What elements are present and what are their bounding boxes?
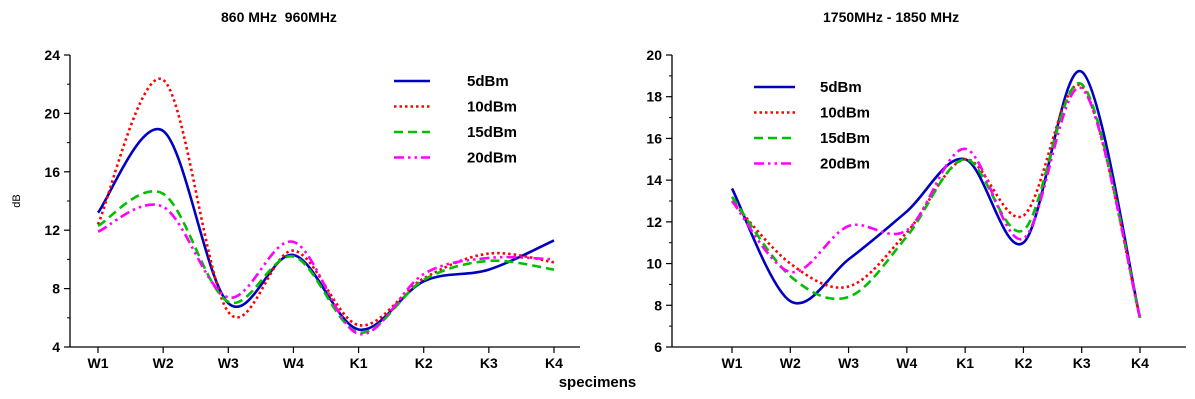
chart-1-860-960mhz: 4 8 12 16 20 24 W1 W2 W3 W4 K1 K2 K3 K4 dB 5dBm 10dBm 15d… (11, 47, 580, 371)
legend-label-20dbm: 20dBm (820, 156, 870, 173)
series-line-20dbm (97, 203, 555, 336)
legend-label-10dbm: 10dBm (467, 99, 517, 116)
y-tick-label: 6 (654, 339, 662, 355)
x-tick-label: K1 (956, 355, 974, 371)
x-tick-label: W2 (153, 355, 174, 371)
chart-2-title: 1750MHz - 1850 MHz (823, 9, 960, 25)
y-tick-label: 12 (646, 214, 662, 230)
y-tick-label: 20 (646, 47, 662, 63)
series-line-20dbm (730, 86, 1142, 319)
x-tick-label: W2 (780, 355, 801, 371)
x-tick-label: K2 (415, 355, 433, 371)
series-line-5dbm (730, 70, 1142, 319)
legend-label-15dbm: 15dBm (467, 124, 517, 141)
x-tick-label: W1 (722, 355, 743, 371)
x-tick-label: K3 (480, 355, 498, 371)
series-line-10dbm (96, 77, 555, 327)
x-tick-label: K4 (1131, 355, 1149, 371)
x-tick-label: W4 (283, 355, 304, 371)
x-tick-label: W1 (88, 355, 109, 371)
x-tick-label: K2 (1014, 355, 1032, 371)
y-tick-label: 8 (654, 297, 662, 313)
y-tick-label: 18 (646, 89, 662, 105)
shared-x-axis-label: specimens (558, 374, 637, 391)
x-tick-label: W4 (896, 355, 917, 371)
y-tick-label: 16 (44, 164, 60, 180)
y-tick-label: 14 (646, 172, 662, 188)
legend-label-10dbm: 10dBm (820, 105, 870, 122)
x-tick-label: K4 (545, 355, 563, 371)
series-line-5dbm (96, 127, 555, 331)
y-tick-label: 12 (44, 222, 60, 238)
legend-label-5dbm: 5dBm (467, 73, 509, 90)
y-tick-label: 16 (646, 130, 662, 146)
x-tick-label: K3 (1073, 355, 1091, 371)
y-tick-label: 20 (44, 105, 60, 121)
chart-1-title: 860 MHz 960MHz (221, 9, 337, 25)
series-line-15dbm (97, 190, 555, 334)
series-line-10dbm (731, 83, 1142, 319)
chart-2-1750-1850mhz: 6 8 10 12 14 16 18 20 W1 W2 W3 W4 K1 K2 K3 K4 5dBm 10dBm 1… (646, 47, 1186, 371)
y-tick-label: 24 (44, 47, 60, 63)
y-tick-label: 8 (52, 281, 60, 297)
x-tick-label: K1 (350, 355, 368, 371)
series-line-15dbm (730, 82, 1142, 319)
legend-label-15dbm: 15dBm (820, 130, 870, 147)
y-tick-label: 4 (52, 339, 60, 355)
x-tick-label: W3 (838, 355, 859, 371)
legend-label-5dbm: 5dBm (820, 79, 862, 96)
y-tick-label: 10 (646, 256, 662, 272)
x-tick-label: W3 (218, 355, 239, 371)
y-axis-label: dB (11, 194, 23, 207)
legend-label-20dbm: 20dBm (467, 150, 517, 167)
